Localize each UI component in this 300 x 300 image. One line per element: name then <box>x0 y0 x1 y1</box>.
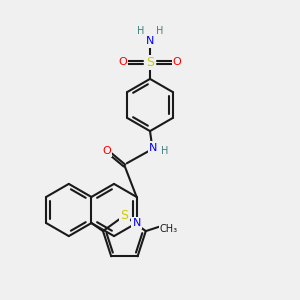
Text: O: O <box>172 57 182 68</box>
Text: S: S <box>120 209 128 222</box>
Text: N: N <box>132 218 141 228</box>
Text: N: N <box>149 142 157 153</box>
Text: S: S <box>146 56 154 69</box>
Text: H: H <box>137 26 144 36</box>
Text: CH₃: CH₃ <box>160 224 178 234</box>
Text: H: H <box>161 146 168 156</box>
Text: N: N <box>146 36 154 46</box>
Text: O: O <box>118 57 127 68</box>
Text: H: H <box>156 26 163 36</box>
Text: O: O <box>102 146 111 156</box>
